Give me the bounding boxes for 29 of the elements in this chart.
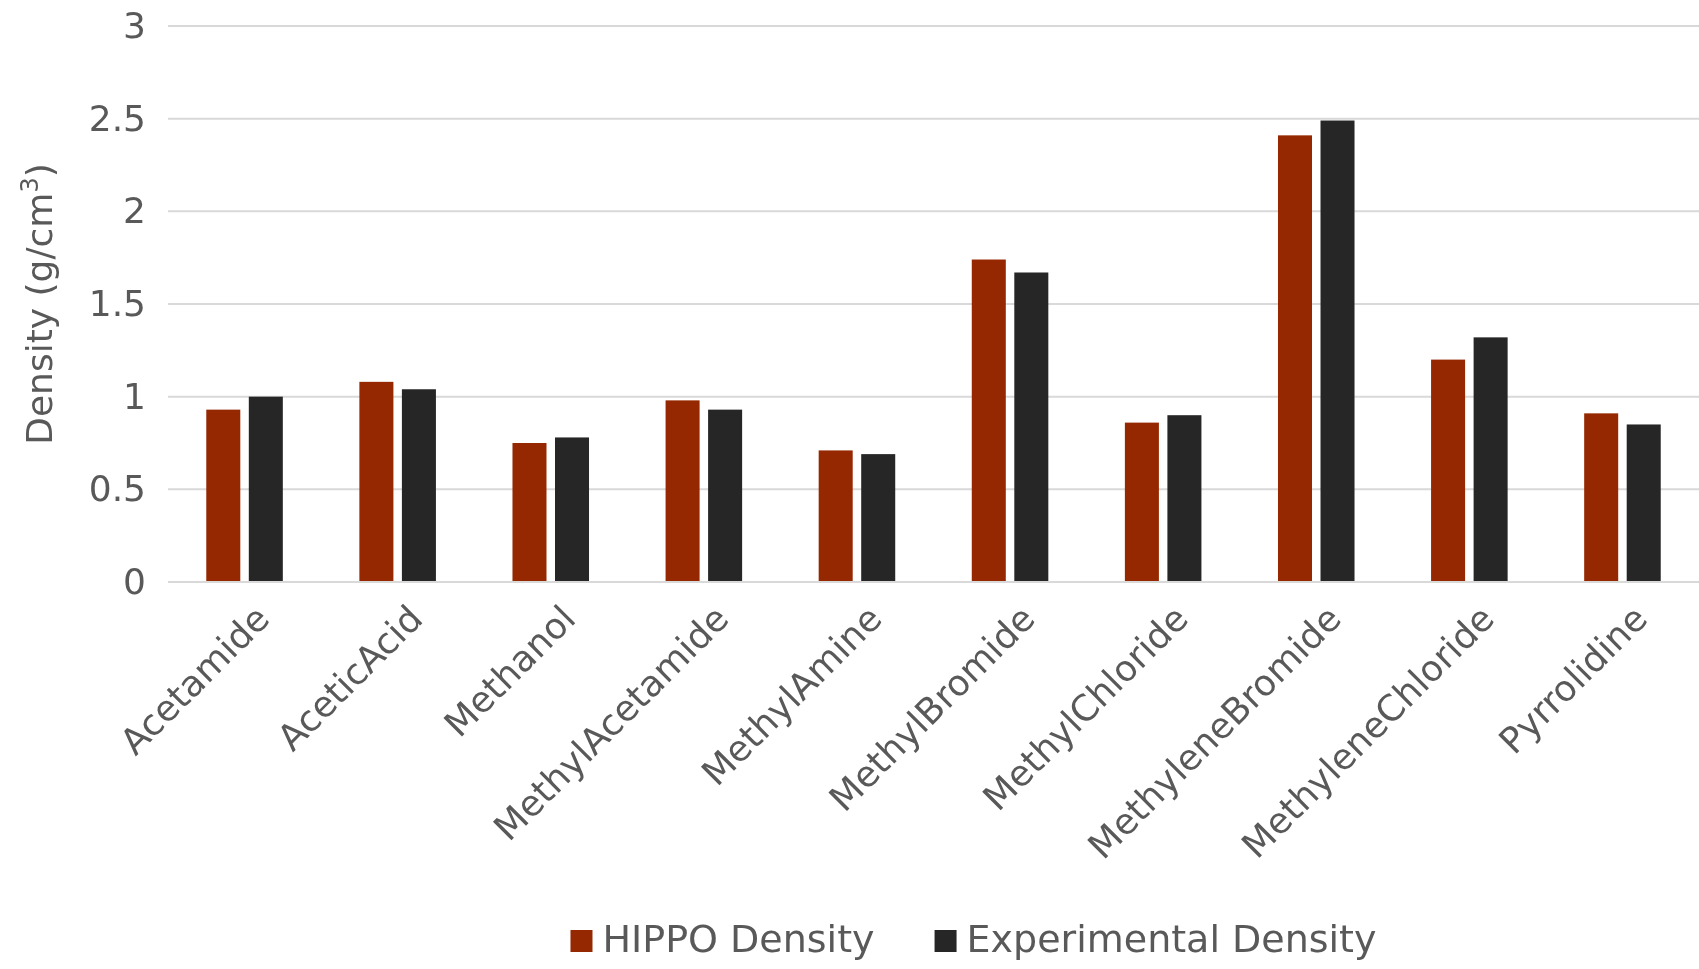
y-tick-label: 2.5 <box>88 97 146 139</box>
bar <box>1277 135 1312 582</box>
y-tick-label: 0 <box>123 561 146 603</box>
legend-label: Experimental Density <box>966 916 1377 961</box>
bar <box>1124 422 1159 582</box>
bar <box>512 443 547 582</box>
bar <box>1320 120 1355 582</box>
bar <box>818 450 853 582</box>
y-tick-label: 2 <box>123 190 146 232</box>
bar <box>1584 413 1619 582</box>
legend-label: HIPPO Density <box>602 916 875 961</box>
bar <box>359 381 394 582</box>
y-tick-label: 3 <box>123 5 146 47</box>
bar <box>1014 272 1049 582</box>
bar <box>1167 415 1202 582</box>
y-tick-label: 1.5 <box>88 283 146 325</box>
bar <box>206 409 241 582</box>
bar <box>971 259 1006 582</box>
bar <box>708 409 743 582</box>
bar <box>248 396 283 582</box>
bar <box>1431 359 1466 582</box>
bar <box>861 454 896 582</box>
bar <box>401 389 436 582</box>
y-tick-label: 1 <box>123 375 146 417</box>
bar <box>1473 337 1508 582</box>
bar <box>555 437 590 582</box>
y-tick-label: 0.5 <box>88 468 146 510</box>
bar <box>665 400 700 582</box>
bar <box>1626 424 1661 582</box>
